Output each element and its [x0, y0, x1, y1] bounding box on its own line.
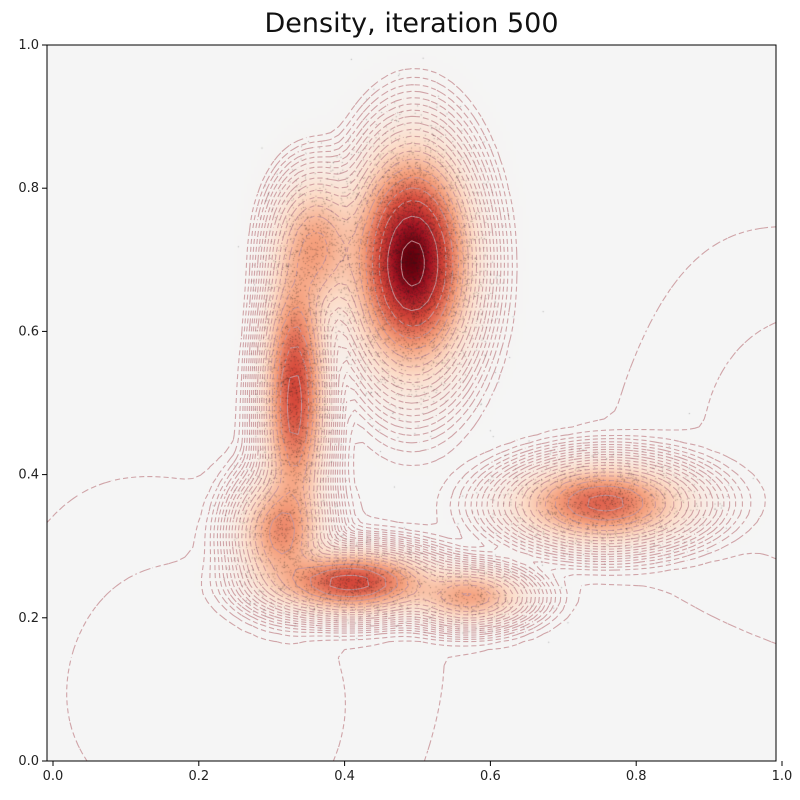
y-tick-label: 0.4 — [18, 468, 39, 483]
x-tick-label: 1.0 — [772, 769, 793, 784]
chart-title: Density, iteration 500 — [264, 8, 559, 39]
y-tick-label: 1.0 — [18, 38, 39, 53]
x-tick-label: 0.0 — [43, 769, 64, 784]
sample-points — [47, 45, 776, 761]
y-tick-label: 0.2 — [18, 611, 39, 626]
x-axis: 0.0 0.2 0.4 0.6 0.8 1.0 — [43, 761, 793, 784]
x-tick-label: 0.2 — [188, 769, 209, 784]
axes-frame — [46, 44, 777, 762]
x-tick-label: 0.8 — [626, 769, 647, 784]
y-tick-label: 0.0 — [18, 754, 39, 769]
y-axis: 0.0 0.2 0.4 0.6 0.8 1.0 — [18, 38, 47, 769]
y-tick-label: 0.8 — [18, 181, 39, 196]
x-tick-label: 0.6 — [480, 769, 501, 784]
y-tick-label: 0.6 — [18, 324, 39, 339]
x-tick-label: 0.4 — [334, 769, 355, 784]
